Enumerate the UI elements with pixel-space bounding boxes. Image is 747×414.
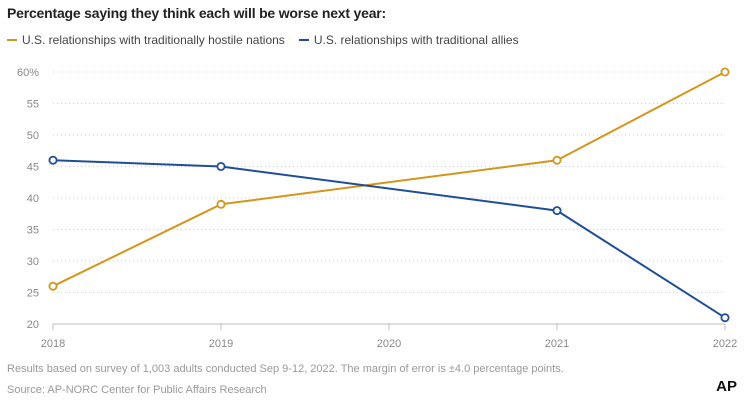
y-tick-label-6: 50 xyxy=(27,130,39,142)
legend-label-allies: U.S. relationships with traditional alli… xyxy=(313,33,519,47)
series-0-point-4 xyxy=(720,67,730,77)
series-0-point-0 xyxy=(48,281,58,291)
series-1-point-1 xyxy=(216,161,226,171)
chart-title: Percentage saying they think each will b… xyxy=(7,5,386,21)
y-tick-label-0: 20 xyxy=(27,319,39,331)
series-line-1 xyxy=(52,159,726,319)
legend-swatch-hostile xyxy=(7,39,17,41)
ap-logo: AP xyxy=(716,378,737,395)
y-tick-label-3: 35 xyxy=(27,225,39,237)
footnote: Results based on survey of 1,003 adults … xyxy=(7,363,564,375)
y-tick-label-7: 55 xyxy=(27,99,39,111)
x-tick-label-2: 2020 xyxy=(377,338,401,350)
y-tick-label-8: 60% xyxy=(17,67,39,79)
series-0-point-1 xyxy=(216,199,226,209)
series-1-point-3 xyxy=(552,206,562,216)
legend-item-allies: U.S. relationships with traditional alli… xyxy=(298,33,519,47)
series-1-point-4 xyxy=(720,313,730,323)
legend-label-hostile: U.S. relationships with traditionally ho… xyxy=(22,33,285,47)
y-tick-label-5: 45 xyxy=(27,162,39,174)
legend: U.S. relationships with traditionally ho… xyxy=(7,33,533,47)
x-tick-label-0: 2018 xyxy=(41,338,65,350)
series-0-point-3 xyxy=(552,155,562,165)
x-tick-label-4: 2022 xyxy=(713,338,737,350)
legend-item-hostile: U.S. relationships with traditionally ho… xyxy=(7,33,285,47)
series-1-point-0 xyxy=(48,155,58,165)
y-tick-label-2: 30 xyxy=(27,256,39,268)
source-note: Source: AP-NORC Center for Public Affair… xyxy=(7,384,267,396)
y-tick-label-4: 40 xyxy=(27,193,39,205)
series-line-0 xyxy=(52,71,726,288)
x-tick-label-1: 2019 xyxy=(209,338,233,350)
x-tick-label-3: 2021 xyxy=(545,338,569,350)
y-tick-label-1: 25 xyxy=(27,288,39,300)
legend-swatch-allies xyxy=(298,39,309,41)
